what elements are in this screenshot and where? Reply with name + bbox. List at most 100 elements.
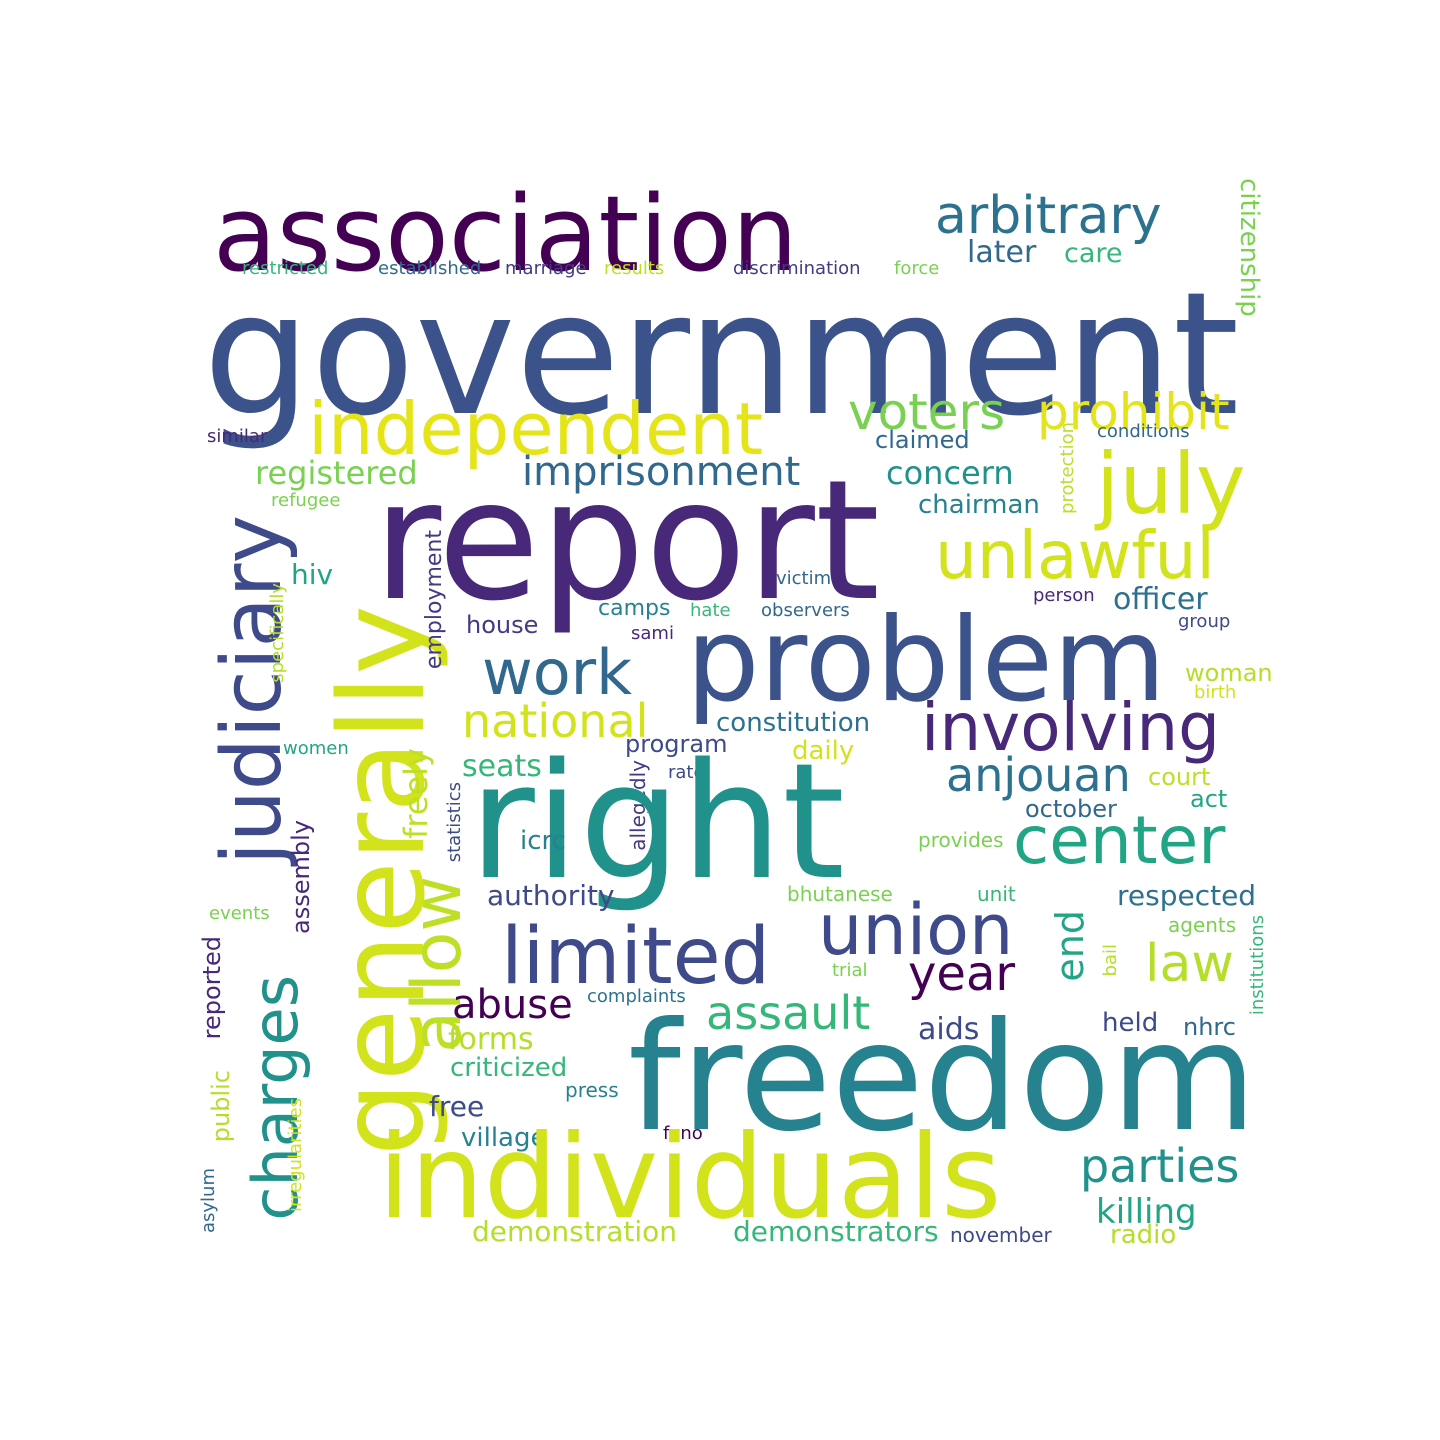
word-rate: rate bbox=[668, 762, 705, 783]
word-individuals: individuals bbox=[378, 1110, 1002, 1245]
word-free: free bbox=[429, 1090, 485, 1123]
word-respected: respected bbox=[1117, 879, 1257, 912]
word-held: held bbox=[1102, 1008, 1159, 1038]
word-radio: radio bbox=[1110, 1220, 1177, 1250]
word-daily: daily bbox=[792, 736, 855, 766]
word-statistics: statistics bbox=[444, 782, 465, 863]
word-complaints: complaints bbox=[587, 986, 686, 1007]
word-problem: problem bbox=[686, 593, 1166, 728]
word-hiv: hiv bbox=[291, 558, 334, 591]
word-reported: reported bbox=[198, 936, 226, 1040]
word-anjouan: anjouan bbox=[946, 748, 1131, 802]
word-registered: registered bbox=[255, 454, 418, 492]
word-national: national bbox=[462, 694, 649, 748]
word-care: care bbox=[1064, 238, 1123, 269]
word-year: year bbox=[908, 946, 1016, 1002]
word-chairman: chairman bbox=[918, 490, 1040, 520]
word-results: results bbox=[604, 258, 665, 279]
word-demonstration: demonstration bbox=[472, 1215, 678, 1248]
word-november: november bbox=[950, 1223, 1052, 1247]
word-imprisonment: imprisonment bbox=[522, 449, 801, 495]
word-end: end bbox=[1048, 910, 1092, 982]
word-refugee: refugee bbox=[271, 490, 341, 511]
word-similar: similar bbox=[207, 426, 268, 447]
word-victim: victim bbox=[776, 568, 832, 589]
word-claimed: claimed bbox=[875, 426, 970, 454]
word-judiciary: judiciary bbox=[205, 515, 300, 865]
word-freedom: freedom bbox=[628, 991, 1257, 1165]
word-aids: aids bbox=[918, 1012, 980, 1047]
word-irregularities: irregularities bbox=[285, 1098, 306, 1212]
word-nhrc: nhrc bbox=[1183, 1013, 1236, 1041]
word-house: house bbox=[466, 611, 539, 639]
word-observers: observers bbox=[761, 600, 850, 621]
word-association: association bbox=[213, 173, 798, 295]
word-specifically: specifically bbox=[267, 583, 288, 683]
word-prohibit: prohibit bbox=[1037, 383, 1230, 441]
word-agents: agents bbox=[1168, 913, 1237, 937]
word-october: october bbox=[1025, 795, 1117, 823]
word-independent: independent bbox=[308, 387, 764, 471]
word-later: later bbox=[967, 235, 1037, 270]
word-group: group bbox=[1178, 611, 1231, 632]
word-act: act bbox=[1190, 785, 1228, 813]
word-freely: freely bbox=[397, 748, 435, 839]
word-parties: parties bbox=[1080, 1139, 1240, 1193]
word-established: established bbox=[378, 258, 482, 279]
word-law: law bbox=[1145, 934, 1234, 994]
word-work: work bbox=[482, 636, 633, 709]
word-right: right bbox=[469, 728, 845, 915]
word-bhutanese: bhutanese bbox=[787, 882, 893, 906]
word-birth: birth bbox=[1194, 682, 1237, 703]
word-government: government bbox=[203, 256, 1240, 454]
word-woman: woman bbox=[1185, 659, 1273, 687]
word-trial: trial bbox=[832, 960, 868, 981]
word-restricted: restricted bbox=[242, 258, 329, 279]
word-village: village bbox=[461, 1123, 547, 1153]
word-report: report bbox=[373, 445, 880, 638]
word-events: events bbox=[209, 903, 270, 924]
word-asylum: asylum bbox=[198, 1168, 219, 1234]
word-force: force bbox=[894, 258, 940, 279]
word-press: press bbox=[565, 1078, 619, 1102]
word-unlawful: unlawful bbox=[935, 517, 1215, 594]
word-citizenship: citizenship bbox=[1234, 178, 1264, 317]
word-sami: sami bbox=[631, 623, 674, 644]
word-forms: forms bbox=[448, 1022, 534, 1057]
word-july: july bbox=[1096, 435, 1246, 533]
word-abuse: abuse bbox=[452, 982, 573, 1028]
word-unit: unit bbox=[977, 882, 1016, 906]
word-discrimination: discrimination bbox=[733, 258, 861, 279]
word-program: program bbox=[625, 730, 728, 758]
word-arbitrary: arbitrary bbox=[935, 186, 1162, 246]
word-assembly: assembly bbox=[287, 820, 315, 934]
word-public: public bbox=[207, 1070, 235, 1143]
word-union: union bbox=[818, 889, 1014, 971]
word-fono: fono bbox=[663, 1123, 703, 1144]
word-assault: assault bbox=[706, 986, 871, 1040]
word-voters: voters bbox=[848, 383, 1006, 441]
word-authority: authority bbox=[487, 879, 615, 912]
word-demonstrators: demonstrators bbox=[733, 1215, 939, 1248]
word-limited: limited bbox=[501, 912, 771, 1002]
word-concern: concern bbox=[886, 454, 1014, 492]
word-employment: employment bbox=[422, 530, 447, 670]
word-criticized: criticized bbox=[450, 1053, 568, 1083]
word-constitution: constitution bbox=[716, 708, 871, 738]
word-women: women bbox=[283, 738, 349, 759]
word-killing: killing bbox=[1096, 1192, 1197, 1232]
word-camps: camps bbox=[598, 596, 671, 621]
word-center: center bbox=[1013, 802, 1226, 879]
word-seats: seats bbox=[462, 749, 542, 784]
word-provides: provides bbox=[918, 828, 1004, 852]
word-hate: hate bbox=[690, 600, 731, 621]
word-officer: officer bbox=[1113, 582, 1208, 617]
word-conditions: conditions bbox=[1097, 421, 1190, 442]
word-involving: involving bbox=[921, 689, 1221, 766]
word-marriage: marriage bbox=[505, 258, 587, 279]
word-icrc: icrc bbox=[520, 826, 566, 856]
word-person: person bbox=[1033, 585, 1095, 606]
word-protection: protection bbox=[1057, 422, 1078, 514]
word-court: court bbox=[1148, 763, 1211, 791]
